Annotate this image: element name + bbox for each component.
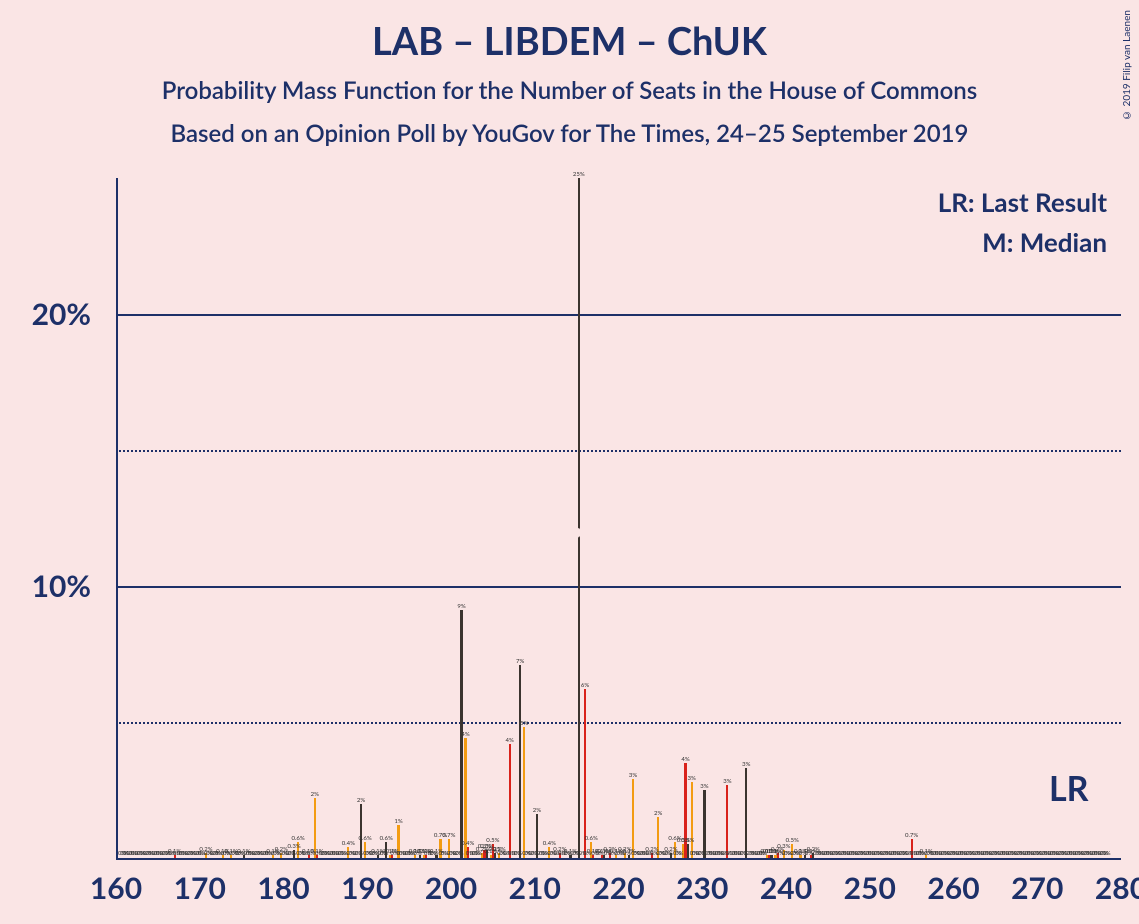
bar-value-label: 0% xyxy=(455,850,463,857)
bar-value-label: 25% xyxy=(573,171,585,178)
bar-value-label: 2% xyxy=(311,791,319,798)
bar-dark xyxy=(745,768,747,858)
y-tick-label: 10% xyxy=(32,568,91,604)
chart-container: 0%0%0%0%0%0%0%0%0%0%0%0%0%0%0%0%0%0%0%0.… xyxy=(116,178,1121,858)
x-tick-label: 180 xyxy=(257,870,309,906)
last-result-marker-label: LR xyxy=(1049,768,1089,809)
x-tick-label: 170 xyxy=(174,870,226,906)
x-tick-label: 190 xyxy=(341,870,393,906)
x-tick-label: 230 xyxy=(676,870,728,906)
bar-value-label: 2% xyxy=(357,797,365,804)
bar-value-label: 9% xyxy=(457,603,465,610)
bar-value-label: 0.3% xyxy=(287,843,300,850)
bar-red xyxy=(509,744,511,858)
x-axis-baseline xyxy=(116,858,1121,860)
bar-value-label: 0.5% xyxy=(681,837,694,844)
x-tick-label: 250 xyxy=(844,870,896,906)
chart-title: LAB – LIBDEM – ChUK xyxy=(0,0,1139,64)
bar-value-label: 3% xyxy=(688,775,696,782)
x-tick-label: 200 xyxy=(425,870,477,906)
x-tick-label: 240 xyxy=(760,870,812,906)
bar-value-label: 0.4% xyxy=(342,840,355,847)
bars-layer xyxy=(116,178,1121,858)
copyright-text: © 2019 Filip van Laenen xyxy=(1121,10,1133,121)
bar-value-label: 0.7% xyxy=(442,832,455,839)
bar-red xyxy=(726,785,728,858)
bar-value-label: 3% xyxy=(629,772,637,779)
bar-value-label: 0.6% xyxy=(358,835,371,842)
bar-dark xyxy=(703,790,705,858)
bar-value-label: 2% xyxy=(654,810,662,817)
bar-value-label: 4% xyxy=(505,737,513,744)
bar-value-label: 0% xyxy=(1102,850,1110,857)
bar-value-label: 1% xyxy=(394,818,402,825)
x-tick-label: 270 xyxy=(1011,870,1063,906)
bar-value-label: 7% xyxy=(516,658,524,665)
x-tick-label: 160 xyxy=(90,870,142,906)
chart-subtitle-2: Based on an Opinion Poll by YouGov for T… xyxy=(0,119,1139,148)
legend-last-result: LR: Last Result xyxy=(938,186,1107,218)
bar-value-label: 0% xyxy=(675,850,683,857)
bar-dark xyxy=(770,855,772,858)
bar-orange xyxy=(632,779,634,858)
bar-dark xyxy=(687,844,689,858)
bar-value-label: 0.7% xyxy=(905,832,918,839)
x-tick-label: 210 xyxy=(509,870,561,906)
bar-red xyxy=(584,689,586,858)
bar-value-label: 0% xyxy=(514,850,522,857)
bar-value-label: 0.6% xyxy=(585,835,598,842)
bar-value-label: 4% xyxy=(681,756,689,763)
x-tick-label: 220 xyxy=(592,870,644,906)
x-tick-label: 260 xyxy=(927,870,979,906)
bar-value-label: 3% xyxy=(723,778,731,785)
x-tick-label: 280 xyxy=(1095,870,1139,906)
bar-value-label: 5% xyxy=(520,720,528,727)
chart-subtitle-1: Probability Mass Function for the Number… xyxy=(0,76,1139,105)
bar-value-label: 0.5% xyxy=(486,837,499,844)
bar-value-label: 0.4% xyxy=(461,840,474,847)
bar-value-label: 3% xyxy=(700,783,708,790)
bar-value-label: 0.6% xyxy=(380,835,393,842)
plot-area: 0%0%0%0%0%0%0%0%0%0%0%0%0%0%0%0%0%0%0%0.… xyxy=(116,178,1121,858)
bar-value-label: 3% xyxy=(742,761,750,768)
bar-dark xyxy=(578,178,580,858)
bar-value-label: 2% xyxy=(533,807,541,814)
bar-value-label: 0% xyxy=(355,850,363,857)
bar-orange xyxy=(691,782,693,858)
bar-value-label: 6% xyxy=(581,682,589,689)
bar-dark xyxy=(519,665,521,858)
bar-value-label: 0% xyxy=(288,850,296,857)
bar-value-label: 0.5% xyxy=(786,837,799,844)
bar-orange xyxy=(523,727,525,858)
legend-median: M: Median xyxy=(982,226,1107,258)
bar-value-label: 0.6% xyxy=(291,835,304,842)
bar-value-label: 4% xyxy=(461,731,469,738)
y-tick-label: 20% xyxy=(32,296,91,332)
